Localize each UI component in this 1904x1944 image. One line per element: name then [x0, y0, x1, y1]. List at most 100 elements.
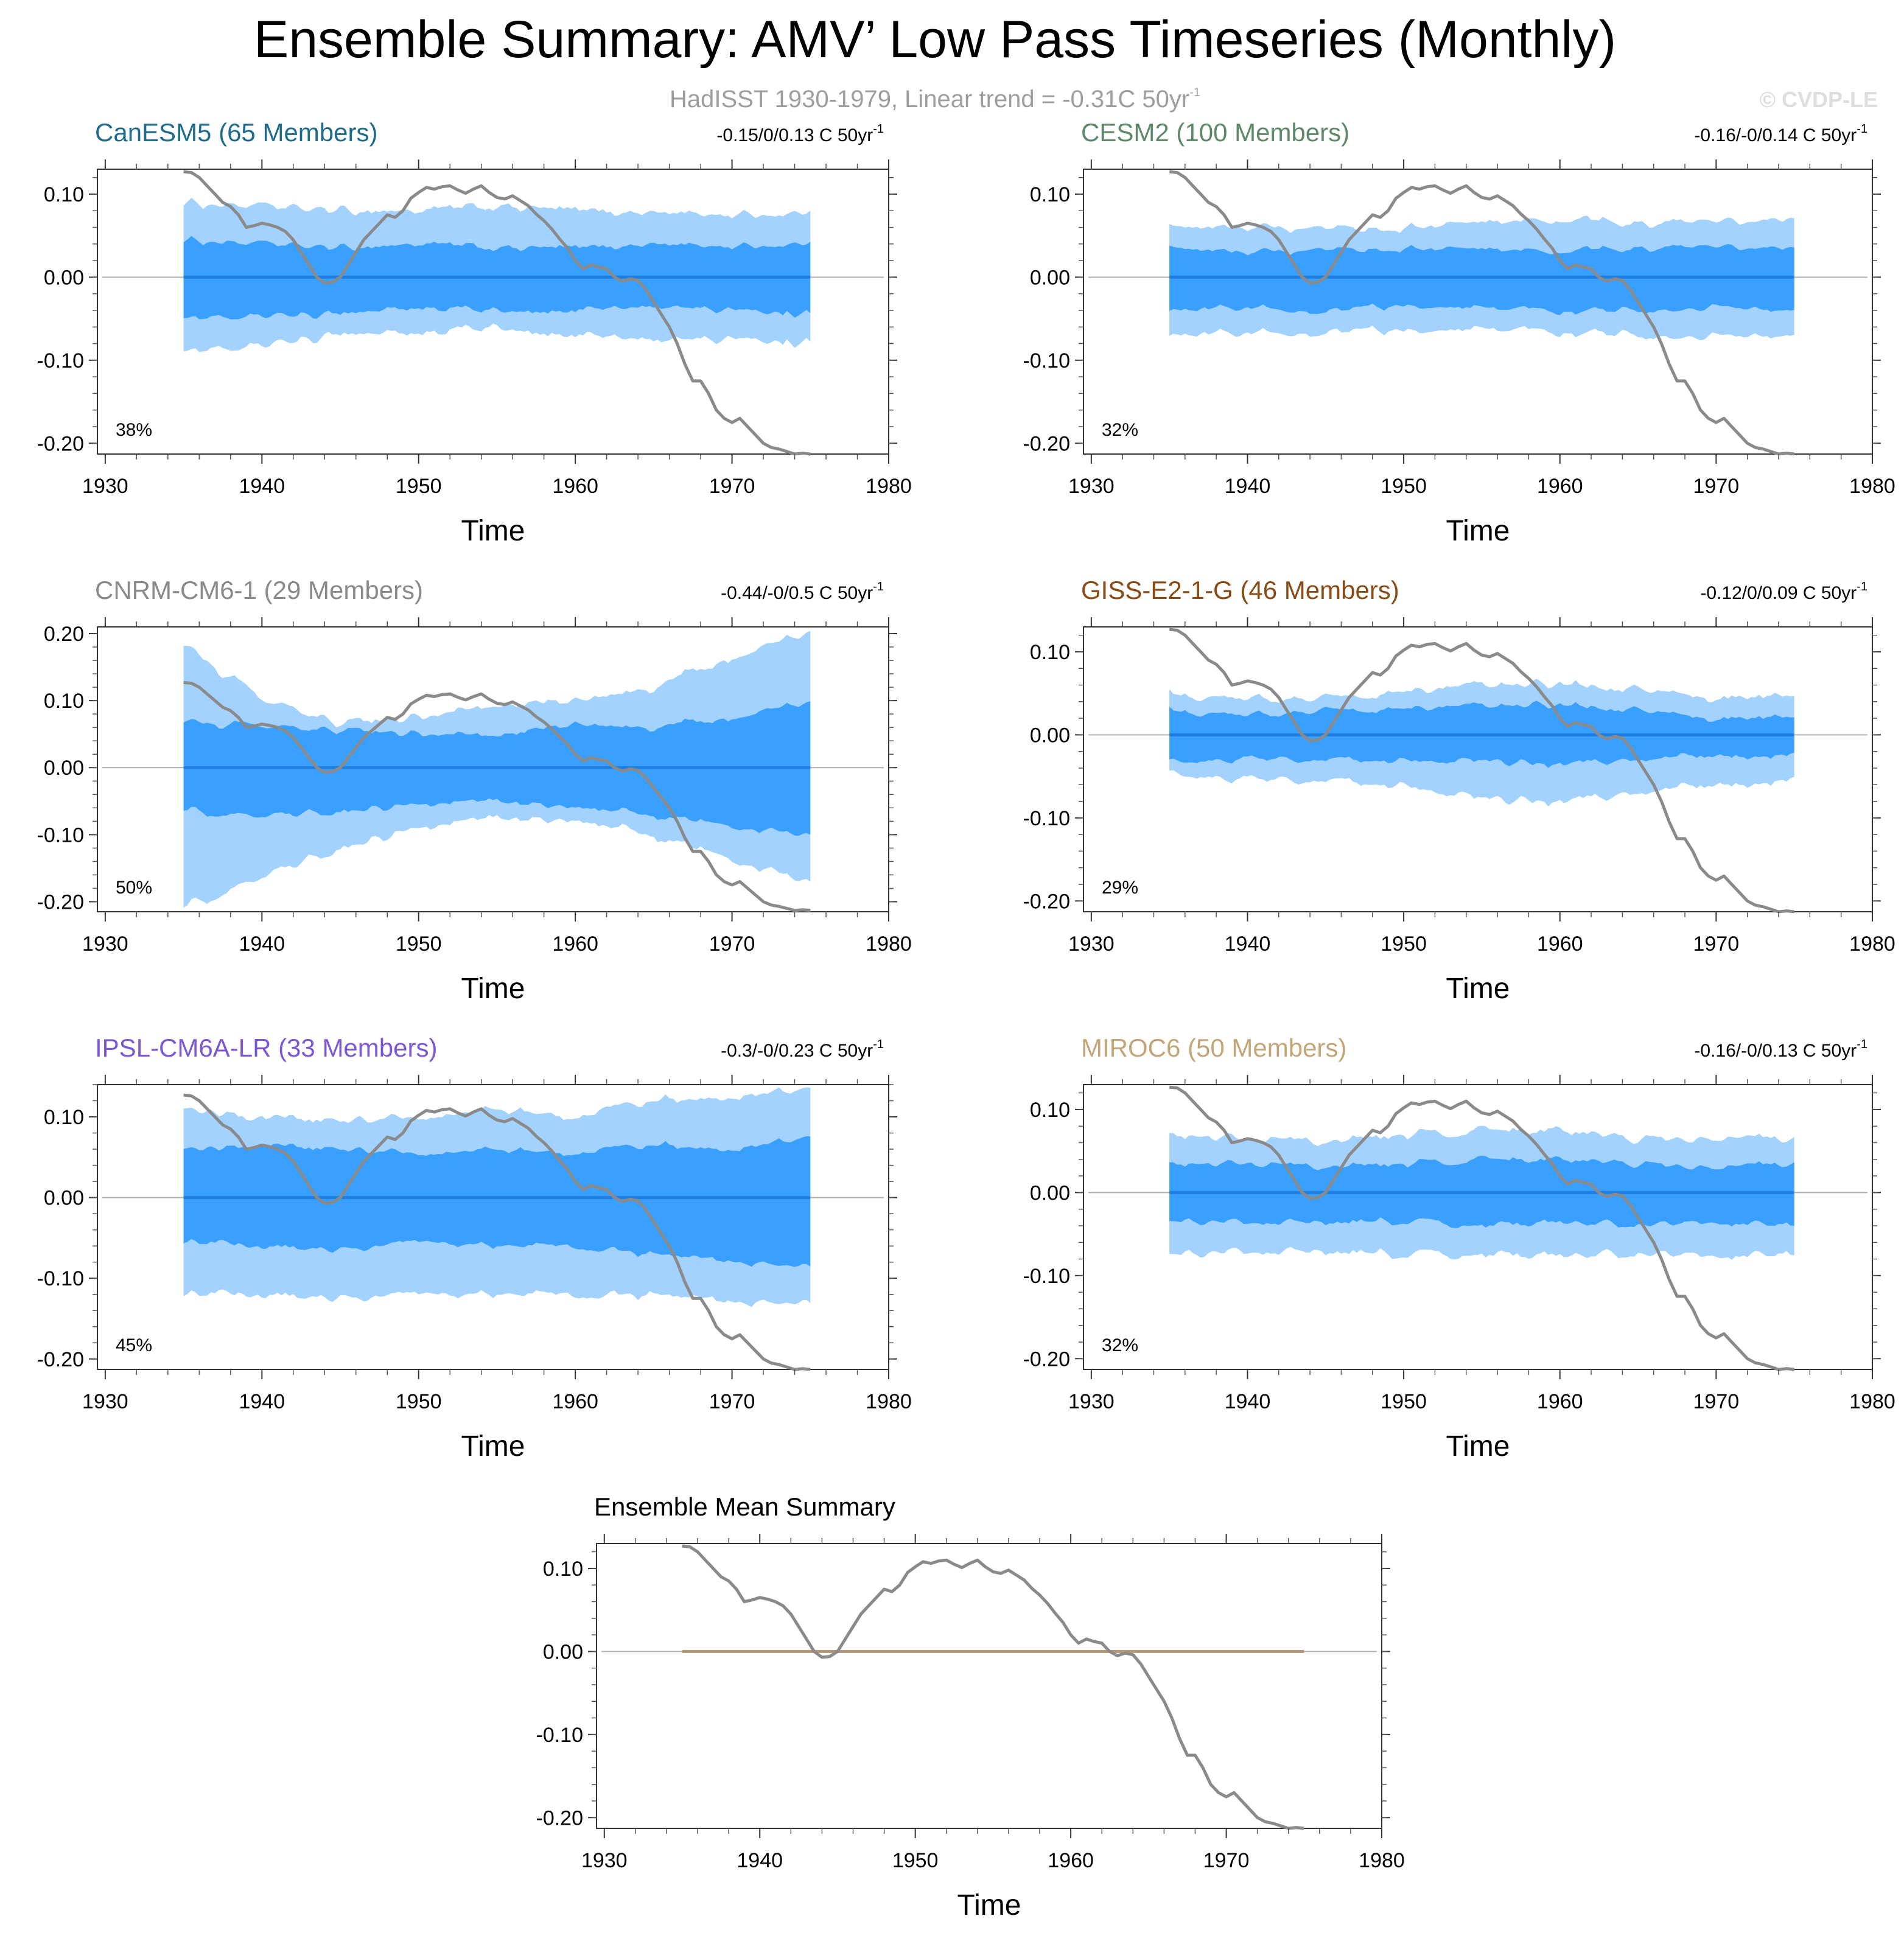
y-tick-label: -0.10: [1023, 1265, 1071, 1288]
trend-text: -0.44/-0/0.5 C 50yr: [721, 583, 873, 603]
panel-5: -0.20 -0.10 0.00 0.10 1930 1940 1950 1960 1970 19…: [37, 1033, 912, 1463]
trend-annotation: -0.15/0/0.13 C 50yr-1: [716, 122, 884, 145]
trend-annotation: -0.12/0/0.09 C 50yr-1: [1700, 580, 1867, 603]
trend-superscript: -1: [873, 1038, 884, 1051]
y-tick-label: 0.10: [1030, 641, 1070, 664]
x-tick-label: 1950: [1381, 475, 1427, 498]
y-tick-label: -0.20: [1023, 1348, 1071, 1371]
y-tick-label: 0.00: [44, 266, 84, 289]
y-tick-label: 0.10: [44, 690, 84, 713]
panel-7: -0.20 -0.10 0.00 0.10 1930 1940 1950 1960 1970 19…: [536, 1492, 1405, 1921]
x-tick-label: 1950: [396, 475, 442, 498]
panel-title: MIROC6 (50 Members): [1081, 1033, 1346, 1062]
x-tick-label: 1960: [552, 932, 598, 956]
trend-text: -0.3/-0/0.23 C 50yr: [721, 1041, 873, 1061]
y-tick-label: -0.20: [37, 432, 85, 455]
x-axis-label: Time: [1446, 973, 1510, 1005]
x-tick-label: 1950: [1381, 1390, 1427, 1413]
observed-line: [1169, 628, 1794, 914]
x-tick-label: 1930: [1068, 932, 1115, 956]
subtitle-text: HadISST 1930-1979, Linear trend = -0.31C…: [670, 86, 1189, 113]
x-tick-label: 1950: [1381, 932, 1427, 956]
y-tick-label: -0.20: [536, 1806, 584, 1830]
x-tick-label: 1960: [1048, 1849, 1094, 1872]
x-tick-label: 1980: [866, 1390, 912, 1413]
y-tick-label: 0.10: [44, 183, 84, 206]
percent-label: 32%: [1102, 420, 1138, 440]
observed-line: [682, 1544, 1304, 1830]
x-tick-label: 1930: [581, 1849, 628, 1872]
x-tick-label: 1970: [1203, 1849, 1250, 1872]
trend-superscript: -1: [873, 580, 884, 593]
percent-label: 32%: [1102, 1335, 1138, 1355]
percent-label: 29%: [1102, 878, 1138, 898]
y-tick-label: 0.00: [44, 757, 84, 780]
plot-frame: [596, 1543, 1382, 1829]
y-tick-label: 0.10: [44, 1106, 84, 1129]
y-tick-label: 0.10: [543, 1558, 583, 1581]
figure-title: Ensemble Summary: AMV’ Low Pass Timeseri…: [254, 10, 1616, 69]
panel-title: Ensemble Mean Summary: [594, 1492, 895, 1521]
x-tick-label: 1930: [1068, 475, 1115, 498]
panel-title: CNRM-CM6-1 (29 Members): [95, 576, 423, 604]
x-tick-label: 1970: [709, 475, 755, 498]
panel-title: CESM2 (100 Members): [1081, 118, 1349, 147]
y-tick-label: -0.10: [1023, 349, 1071, 372]
observed-line: [183, 1093, 811, 1371]
trend-superscript: -1: [1857, 1038, 1867, 1051]
observed-line: [1169, 1085, 1794, 1371]
x-axis-label: Time: [1446, 1430, 1510, 1463]
trend-superscript: -1: [1857, 122, 1867, 136]
y-tick-label: 0.00: [543, 1640, 583, 1663]
x-tick-label: 1940: [1225, 475, 1271, 498]
panel-title: GISS-E2-1-G (46 Members): [1081, 576, 1399, 604]
trend-text: -0.16/-0/0.13 C 50yr: [1694, 1041, 1857, 1061]
y-tick-label: 0.20: [44, 623, 84, 646]
y-tick-label: -0.10: [536, 1724, 584, 1747]
y-tick-label: -0.20: [37, 890, 85, 914]
x-tick-label: 1960: [1537, 475, 1583, 498]
x-tick-label: 1970: [1693, 1390, 1740, 1413]
watermark: © CVDP-LE: [1759, 87, 1878, 112]
panel-title: IPSL-CM6A-LR (33 Members): [95, 1033, 437, 1062]
x-tick-label: 1930: [82, 932, 128, 956]
y-tick-label: 0.10: [1030, 1099, 1070, 1122]
x-tick-label: 1940: [239, 1390, 285, 1413]
x-tick-label: 1980: [1359, 1849, 1405, 1872]
x-tick-label: 1970: [709, 1390, 755, 1413]
x-axis-label: Time: [1446, 515, 1510, 547]
figure-subtitle: HadISST 1930-1979, Linear trend = -0.31C…: [670, 86, 1200, 113]
y-tick-label: -0.10: [37, 1267, 85, 1290]
x-tick-label: 1960: [552, 475, 598, 498]
x-tick-label: 1960: [552, 1390, 598, 1413]
x-tick-label: 1970: [709, 932, 755, 956]
x-axis-label: Time: [461, 973, 525, 1005]
observed-line: [1169, 170, 1794, 456]
trend-superscript: -1: [1857, 580, 1867, 593]
x-tick-label: 1980: [1849, 475, 1895, 498]
x-tick-label: 1950: [396, 932, 442, 956]
trend-text: -0.12/0/0.09 C 50yr: [1700, 583, 1857, 603]
panel-6: -0.20 -0.10 0.00 0.10 1930 1940 1950 1960 1970 19…: [1023, 1033, 1895, 1463]
x-tick-label: 1940: [1225, 1390, 1271, 1413]
percent-label: 45%: [116, 1335, 152, 1355]
x-tick-label: 1970: [1693, 932, 1740, 956]
trend-text: -0.15/0/0.13 C 50yr: [716, 125, 873, 145]
observed-line: [183, 680, 811, 912]
x-tick-label: 1960: [1537, 932, 1583, 956]
trend-annotation: -0.16/-0/0.14 C 50yr-1: [1694, 122, 1867, 145]
x-axis-label: Time: [461, 1430, 525, 1463]
x-tick-label: 1980: [866, 475, 912, 498]
y-tick-label: -0.10: [37, 823, 85, 847]
x-tick-label: 1970: [1693, 475, 1740, 498]
y-tick-label: -0.20: [37, 1348, 85, 1371]
y-tick-label: 0.00: [1030, 1181, 1070, 1205]
panel-4: -0.20 -0.10 0.00 0.10 1930 1940 1950 1960 1970 19…: [1023, 576, 1895, 1005]
x-tick-label: 1930: [82, 475, 128, 498]
trend-annotation: -0.3/-0/0.23 C 50yr-1: [721, 1038, 884, 1061]
inner-spread-band: [1169, 244, 1794, 315]
inner-spread-band: [183, 1136, 811, 1267]
x-tick-label: 1980: [1849, 1390, 1895, 1413]
observed-line: [183, 170, 811, 456]
